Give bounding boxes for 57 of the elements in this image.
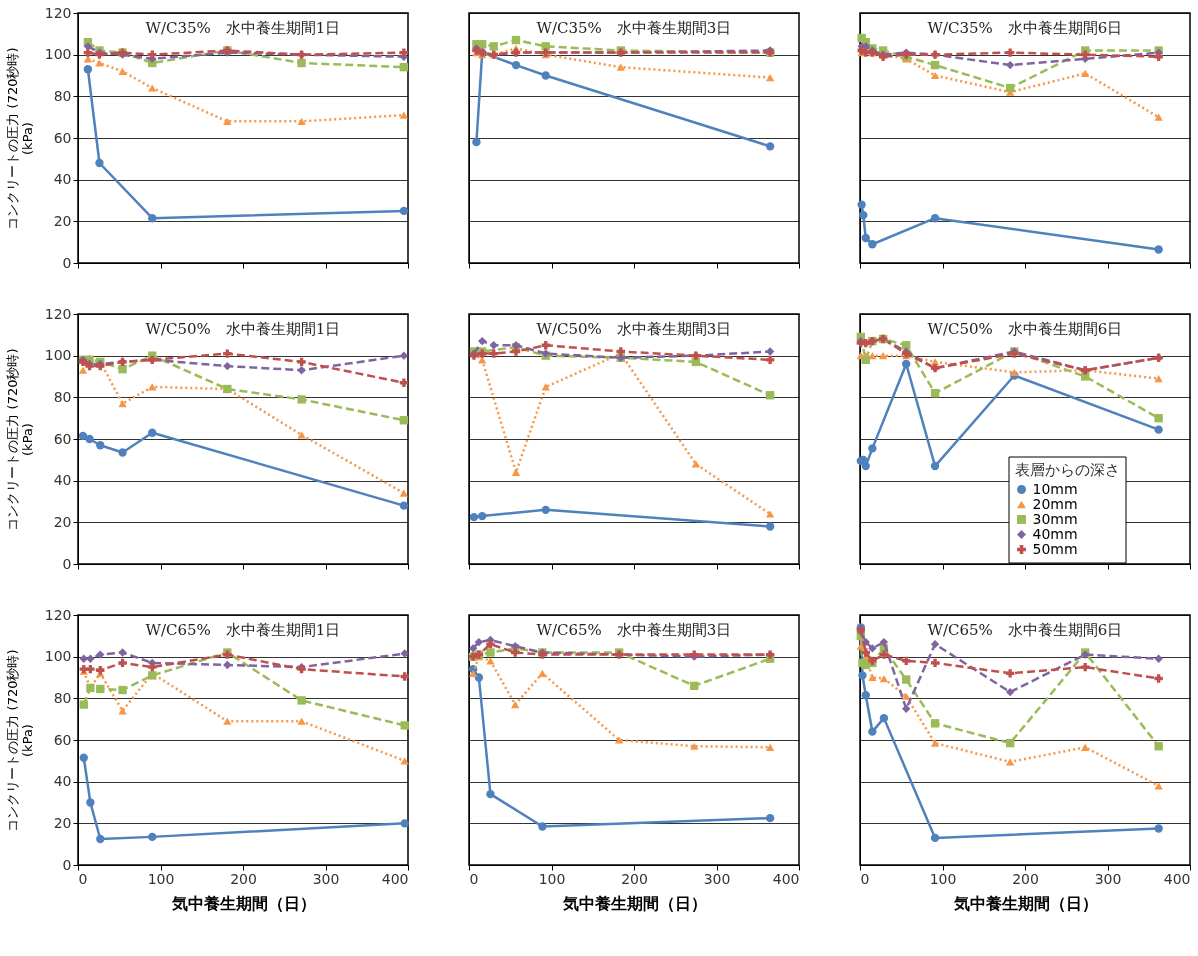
x-tick-label: 0 — [78, 870, 88, 887]
legend-label: 20mm — [1032, 495, 1078, 512]
chart-title: W/C65% 水中養生期間1日 — [145, 621, 341, 639]
x-tick-label: 100 — [147, 870, 175, 887]
legend-label: 30mm — [1032, 510, 1078, 527]
y-tick-label: 80 — [53, 689, 72, 706]
y-tick-label: 100 — [44, 347, 72, 364]
y-axis-title: コンクリートの圧力 (720秒時) (kPa) — [4, 348, 35, 531]
x-tick-label: 0 — [860, 870, 870, 887]
x-tick-label: 400 — [1163, 870, 1191, 887]
y-tick-label: 0 — [62, 555, 72, 572]
y-tick-label: 40 — [53, 171, 72, 188]
y-tick-label: 20 — [53, 513, 72, 530]
x-tick-label: 400 — [772, 870, 800, 887]
x-tick-label: 100 — [929, 870, 957, 887]
chart-title: W/C35% 水中養生期間6日 — [927, 19, 1123, 37]
y-tick-label: 40 — [53, 472, 72, 489]
x-axis-title: 気中養生期間（日） — [170, 893, 316, 913]
legend-label: 10mm — [1032, 480, 1078, 497]
x-tick-label: 300 — [312, 870, 340, 887]
y-axis-title: コンクリートの圧力 (720秒時) (kPa) — [4, 47, 35, 230]
legend-title: 表層からの深さ — [1014, 460, 1120, 479]
y-axis-title: コンクリートの圧力 (720秒時) (kPa) — [4, 649, 35, 832]
chart-title: W/C35% 水中養生期間1日 — [145, 19, 341, 37]
x-tick-label: 0 — [469, 870, 479, 887]
y-tick-label: 100 — [44, 648, 72, 665]
y-tick-label: 20 — [53, 212, 72, 229]
x-tick-label: 200 — [1012, 870, 1039, 887]
y-tick-label: 120 — [44, 606, 72, 623]
x-tick-label: 200 — [230, 870, 257, 887]
y-tick-label: 0 — [62, 254, 72, 271]
y-tick-label: 80 — [53, 388, 72, 405]
chart-title: W/C65% 水中養生期間3日 — [536, 621, 732, 639]
legend-label: 50mm — [1032, 540, 1078, 557]
x-tick-label: 300 — [1094, 870, 1122, 887]
x-tick-label: 100 — [538, 870, 566, 887]
x-tick-label: 300 — [703, 870, 731, 887]
y-tick-label: 40 — [53, 773, 72, 790]
y-tick-label: 60 — [53, 129, 72, 146]
y-tick-label: 120 — [44, 305, 72, 322]
y-tick-label: 120 — [44, 4, 72, 21]
x-axis-title: 気中養生期間（日） — [952, 893, 1098, 913]
y-tick-label: 60 — [53, 731, 72, 748]
chart-title: W/C65% 水中養生期間6日 — [927, 621, 1123, 639]
chart-title: W/C50% 水中養生期間1日 — [145, 320, 341, 338]
chart-title: W/C35% 水中養生期間3日 — [536, 19, 732, 37]
x-tick-label: 200 — [621, 870, 648, 887]
legend-label: 40mm — [1032, 525, 1078, 542]
x-axis-title: 気中養生期間（日） — [561, 893, 707, 913]
y-tick-label: 20 — [53, 814, 72, 831]
chart-title: W/C50% 水中養生期間6日 — [927, 320, 1123, 338]
chart-title: W/C50% 水中養生期間3日 — [536, 320, 732, 338]
y-tick-label: 100 — [44, 46, 72, 63]
y-tick-label: 0 — [62, 856, 72, 873]
y-tick-label: 80 — [53, 87, 72, 104]
x-tick-label: 400 — [381, 870, 409, 887]
y-tick-label: 60 — [53, 430, 72, 447]
